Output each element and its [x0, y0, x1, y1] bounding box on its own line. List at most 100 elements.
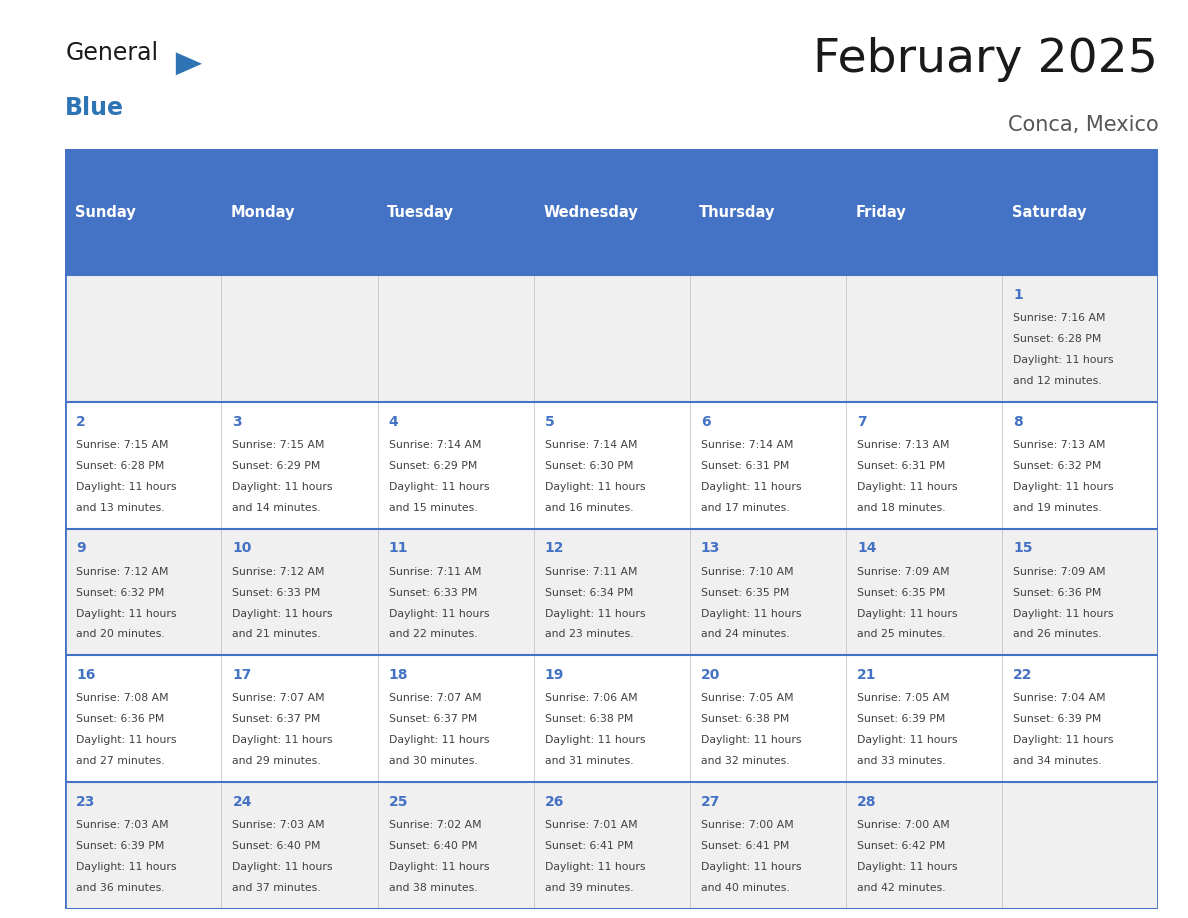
Text: Sunrise: 7:00 AM: Sunrise: 7:00 AM	[857, 820, 949, 830]
Text: Daylight: 11 hours: Daylight: 11 hours	[701, 482, 802, 492]
Bar	[846, 275, 1003, 402]
Bar	[1003, 402, 1158, 529]
Text: and 25 minutes.: and 25 minutes.	[857, 630, 946, 640]
Text: Sunrise: 7:06 AM: Sunrise: 7:06 AM	[544, 693, 637, 703]
Text: Monday: Monday	[230, 205, 296, 219]
Text: Sunrise: 7:15 AM: Sunrise: 7:15 AM	[233, 440, 324, 450]
Text: Sunset: 6:32 PM: Sunset: 6:32 PM	[76, 588, 165, 598]
Text: and 12 minutes.: and 12 minutes.	[1013, 376, 1101, 386]
Text: Daylight: 11 hours: Daylight: 11 hours	[76, 735, 177, 745]
Bar	[221, 149, 378, 275]
Text: Sunset: 6:33 PM: Sunset: 6:33 PM	[233, 588, 321, 598]
Text: 2: 2	[76, 415, 86, 429]
Text: Wednesday: Wednesday	[543, 205, 638, 219]
Text: Sunrise: 7:05 AM: Sunrise: 7:05 AM	[701, 693, 794, 703]
Text: 24: 24	[233, 795, 252, 809]
Bar	[533, 275, 690, 402]
Text: Sunrise: 7:16 AM: Sunrise: 7:16 AM	[1013, 313, 1106, 323]
Text: Sunrise: 7:00 AM: Sunrise: 7:00 AM	[701, 820, 794, 830]
Text: and 21 minutes.: and 21 minutes.	[233, 630, 321, 640]
Text: Daylight: 11 hours: Daylight: 11 hours	[76, 482, 177, 492]
Text: 13: 13	[701, 542, 720, 555]
Text: Sunrise: 7:12 AM: Sunrise: 7:12 AM	[233, 566, 324, 577]
Text: Sunset: 6:41 PM: Sunset: 6:41 PM	[544, 841, 633, 851]
Bar	[690, 275, 846, 402]
Text: and 40 minutes.: and 40 minutes.	[701, 883, 790, 893]
Text: 3: 3	[233, 415, 242, 429]
Text: Thursday: Thursday	[700, 205, 776, 219]
Text: Daylight: 11 hours: Daylight: 11 hours	[857, 735, 958, 745]
Text: and 24 minutes.: and 24 minutes.	[701, 630, 790, 640]
Bar	[533, 782, 690, 909]
Text: 22: 22	[1013, 668, 1032, 682]
Text: 26: 26	[544, 795, 564, 809]
Text: General: General	[65, 41, 158, 65]
Text: Sunset: 6:40 PM: Sunset: 6:40 PM	[233, 841, 321, 851]
Text: Sunset: 6:31 PM: Sunset: 6:31 PM	[857, 461, 946, 471]
Text: Sunday: Sunday	[75, 205, 135, 219]
Bar	[1003, 529, 1158, 655]
Text: Daylight: 11 hours: Daylight: 11 hours	[233, 735, 333, 745]
Text: Sunset: 6:39 PM: Sunset: 6:39 PM	[857, 714, 946, 724]
Text: and 37 minutes.: and 37 minutes.	[233, 883, 321, 893]
Text: Sunset: 6:38 PM: Sunset: 6:38 PM	[544, 714, 633, 724]
Text: 25: 25	[388, 795, 407, 809]
Text: Daylight: 11 hours: Daylight: 11 hours	[544, 482, 645, 492]
Text: Sunrise: 7:14 AM: Sunrise: 7:14 AM	[544, 440, 637, 450]
Text: Daylight: 11 hours: Daylight: 11 hours	[1013, 355, 1113, 365]
Text: Sunrise: 7:07 AM: Sunrise: 7:07 AM	[233, 693, 326, 703]
Text: and 17 minutes.: and 17 minutes.	[701, 503, 790, 513]
Text: Sunset: 6:31 PM: Sunset: 6:31 PM	[701, 461, 789, 471]
Bar	[221, 782, 378, 909]
Text: and 32 minutes.: and 32 minutes.	[701, 756, 790, 767]
Bar	[221, 655, 378, 782]
Text: Daylight: 11 hours: Daylight: 11 hours	[233, 862, 333, 872]
Bar	[1003, 275, 1158, 402]
Text: Sunrise: 7:03 AM: Sunrise: 7:03 AM	[76, 820, 169, 830]
Text: Daylight: 11 hours: Daylight: 11 hours	[1013, 735, 1113, 745]
Text: 27: 27	[701, 795, 720, 809]
Text: Sunset: 6:30 PM: Sunset: 6:30 PM	[544, 461, 633, 471]
Text: and 34 minutes.: and 34 minutes.	[1013, 756, 1101, 767]
Bar	[690, 529, 846, 655]
Text: Sunset: 6:37 PM: Sunset: 6:37 PM	[388, 714, 476, 724]
Text: 12: 12	[544, 542, 564, 555]
Text: Sunrise: 7:14 AM: Sunrise: 7:14 AM	[388, 440, 481, 450]
Text: 14: 14	[857, 542, 877, 555]
Text: Sunset: 6:40 PM: Sunset: 6:40 PM	[388, 841, 478, 851]
Text: Sunrise: 7:13 AM: Sunrise: 7:13 AM	[1013, 440, 1106, 450]
Text: and 31 minutes.: and 31 minutes.	[544, 756, 633, 767]
Bar	[378, 655, 533, 782]
Text: Daylight: 11 hours: Daylight: 11 hours	[544, 735, 645, 745]
Text: Sunrise: 7:02 AM: Sunrise: 7:02 AM	[388, 820, 481, 830]
Bar	[1003, 782, 1158, 909]
Bar	[690, 149, 846, 275]
Bar	[690, 782, 846, 909]
Text: Sunset: 6:32 PM: Sunset: 6:32 PM	[1013, 461, 1101, 471]
Text: Tuesday: Tuesday	[387, 205, 454, 219]
Text: Daylight: 11 hours: Daylight: 11 hours	[544, 862, 645, 872]
Text: Daylight: 11 hours: Daylight: 11 hours	[701, 862, 802, 872]
Bar	[1003, 655, 1158, 782]
Text: 7: 7	[857, 415, 866, 429]
Text: Daylight: 11 hours: Daylight: 11 hours	[701, 609, 802, 619]
Text: Daylight: 11 hours: Daylight: 11 hours	[1013, 609, 1113, 619]
Text: and 13 minutes.: and 13 minutes.	[76, 503, 165, 513]
Text: Daylight: 11 hours: Daylight: 11 hours	[76, 862, 177, 872]
Text: Sunset: 6:34 PM: Sunset: 6:34 PM	[544, 588, 633, 598]
Text: Sunrise: 7:07 AM: Sunrise: 7:07 AM	[388, 693, 481, 703]
Bar	[1003, 149, 1158, 275]
Text: 6: 6	[701, 415, 710, 429]
Bar	[846, 149, 1003, 275]
Bar	[846, 402, 1003, 529]
Text: Daylight: 11 hours: Daylight: 11 hours	[233, 609, 333, 619]
Text: and 27 minutes.: and 27 minutes.	[76, 756, 165, 767]
Text: Sunset: 6:38 PM: Sunset: 6:38 PM	[701, 714, 789, 724]
Text: Sunset: 6:28 PM: Sunset: 6:28 PM	[76, 461, 165, 471]
Text: Sunrise: 7:09 AM: Sunrise: 7:09 AM	[1013, 566, 1106, 577]
Text: 16: 16	[76, 668, 96, 682]
Text: and 19 minutes.: and 19 minutes.	[1013, 503, 1101, 513]
Bar	[221, 529, 378, 655]
Text: Daylight: 11 hours: Daylight: 11 hours	[388, 609, 489, 619]
Text: Sunrise: 7:13 AM: Sunrise: 7:13 AM	[857, 440, 949, 450]
